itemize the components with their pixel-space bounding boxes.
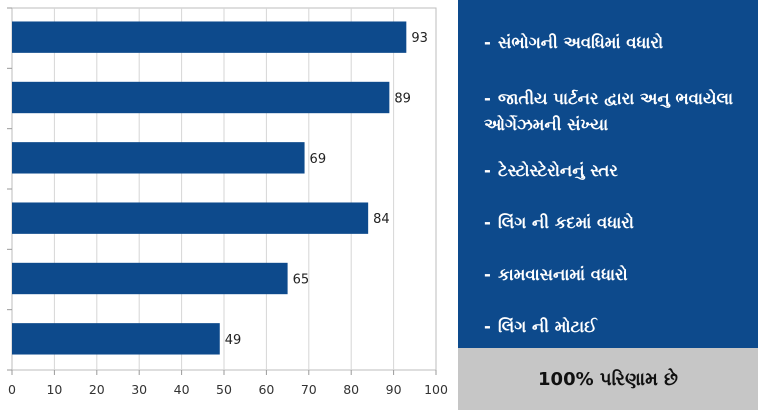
bar-4 [12,262,288,295]
result-banner: 100% પરિણામ છે [458,348,758,410]
x-tick-label-50: 50 [216,382,232,397]
label-text: લિંગ ની મોટાઈ [498,317,597,336]
label-item-2: - ટેસ્ટોસ્ટેરોનનું સ્તર [484,158,752,184]
bar-2 [12,142,305,174]
bar-chart: 0 10 20 30 40 50 60 70 80 90 100 93 89 69 84 65 49 [7,7,448,397]
x-tick-label-40: 40 [174,382,190,397]
label-dash: - [484,89,491,108]
bar-3 [12,202,369,234]
bar-value-label-3: 84 [373,212,390,227]
x-tick-label-0: 0 [8,382,16,397]
x-tick-label-60: 60 [258,382,274,397]
label-item-5: - લિંગ ની મોટાઈ [484,314,752,340]
label-text: સંભોગની અવધિમાં વધારો [498,33,664,52]
result-text: 100% પરિણામ છે [538,368,678,390]
label-item-4: - કામવાસનામાં વધારો [484,262,752,288]
bar-value-label-4: 65 [293,273,310,288]
bar-value-label-5: 49 [225,333,242,348]
label-item-0: - સંભોગની અવધિમાં વધારો [484,30,752,56]
bar-5 [12,323,220,355]
label-dash: - [484,213,491,232]
label-dash: - [484,33,491,52]
label-panel: - સંભોગની અવધિમાં વધારો - જાતીય પાર્ટનર દ્… [458,0,758,348]
bar-0 [12,21,407,53]
bar-1 [12,81,390,114]
label-dash: - [484,161,491,180]
x-tick-label-100: 100 [424,382,448,397]
label-dash: - [484,265,491,284]
label-dash: - [484,317,491,336]
label-item-3: - લિંગ ની કદમાં વધારો [484,210,752,236]
label-text: લિંગ ની કદમાં વધારો [498,213,634,232]
label-text: કામવાસનામાં વધારો [498,265,628,284]
x-tick-label-70: 70 [301,382,317,397]
x-tick-label-10: 10 [46,382,62,397]
bar-value-label-1: 89 [394,92,411,107]
bar-value-label-0: 93 [411,31,428,46]
label-item-1: - જાતીય પાર્ટનર દ્વારા અનુ ભવાયેલા ઓર્ગેઝ… [484,86,752,138]
label-text: જાતીય પાર્ટનર દ્વારા અનુ ભવાયેલા ઓર્ગેઝમ… [484,89,734,134]
x-tick-label-30: 30 [131,382,147,397]
label-text: ટેસ્ટોસ્ટેરોનનું સ્તર [498,161,618,180]
x-tick-label-20: 20 [89,382,105,397]
x-tick-label-90: 90 [386,382,402,397]
bar-value-label-2: 69 [310,152,327,167]
x-tick-label-80: 80 [343,382,359,397]
chart-panel: 0 10 20 30 40 50 60 70 80 90 100 93 89 69 84 65 49 [7,7,448,397]
